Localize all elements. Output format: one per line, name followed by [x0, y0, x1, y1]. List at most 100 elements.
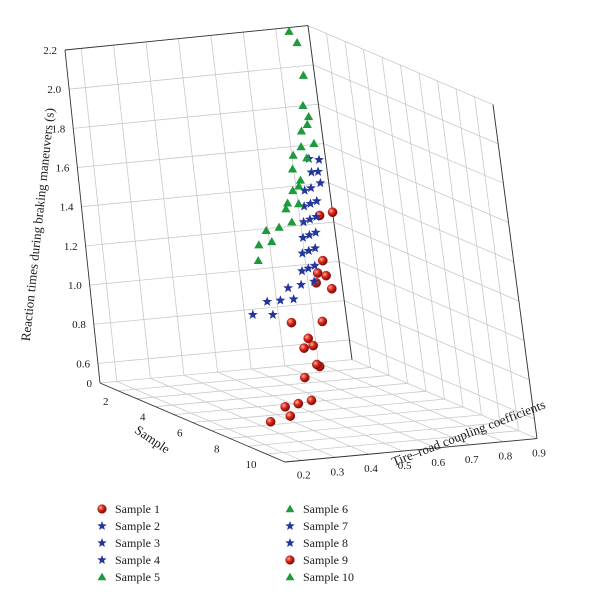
- data-point-sphere: [293, 398, 304, 409]
- data-point-star: [247, 309, 258, 319]
- data-point-triangle: [304, 112, 314, 121]
- data-point-star: [298, 232, 308, 242]
- data-point-triangle: [294, 181, 304, 190]
- data-point-sphere: [327, 283, 337, 294]
- data-point-triangle: [288, 186, 298, 195]
- legend-marker: [97, 572, 107, 581]
- data-point-star: [267, 309, 278, 319]
- x-tick-label: 6: [177, 428, 183, 440]
- data-point-triangle: [298, 70, 308, 79]
- data-point-triangle: [282, 198, 293, 207]
- y-tick-label: 0.7: [465, 454, 479, 466]
- data-point-star: [309, 276, 320, 286]
- y-tick-label: 0.6: [431, 457, 445, 469]
- data-point-triangle: [254, 240, 264, 249]
- data-point-triangle: [296, 126, 307, 135]
- data-point-star: [314, 154, 324, 165]
- data-point-sphere: [312, 359, 322, 370]
- data-point-star: [297, 248, 308, 258]
- data-point-triangle: [284, 26, 294, 35]
- legend-label: Sample 9: [303, 553, 348, 567]
- data-point-star: [298, 216, 309, 227]
- z-tick-label: 1.4: [60, 202, 74, 214]
- x-tick-label: 2: [103, 396, 109, 408]
- data-point-sphere: [306, 395, 317, 406]
- y-tick-label: 0.5: [398, 460, 412, 472]
- data-point-star: [275, 295, 286, 305]
- data-point-triangle: [274, 222, 284, 231]
- data-point-star: [305, 198, 316, 208]
- legend-label: Sample 4: [115, 553, 160, 567]
- data-point-sphere: [299, 343, 309, 353]
- data-point-star: [297, 265, 307, 276]
- x-tick-label: 4: [140, 412, 146, 424]
- data-point-triangle: [302, 153, 312, 162]
- data-point-star: [306, 182, 316, 193]
- data-point-star: [304, 214, 315, 224]
- y-tick-label: 0.3: [331, 466, 345, 478]
- z-tick-label: 0.8: [72, 319, 86, 331]
- tick-labels: 0 0.6 0.8 1.0 1.2 1.4 1.6 1.8 2.0 2.2 2 4 6 8 10 0.2 0.3…: [43, 45, 546, 481]
- data-point-triangle: [267, 237, 277, 246]
- data-point-sphere: [317, 316, 328, 327]
- legend-label: Sample 6: [303, 502, 348, 516]
- z-tick-label: 1.2: [64, 241, 78, 253]
- legend-marker: [285, 572, 295, 581]
- legend-marker: [285, 555, 295, 565]
- grid-planes: [64, 25, 538, 463]
- data-point-triangle: [281, 204, 291, 213]
- legend-marker: [97, 555, 107, 564]
- data-point-sphere: [327, 207, 338, 218]
- y-tick-label: 0.9: [532, 448, 546, 460]
- z-tick-label: 0: [87, 378, 93, 390]
- x-tick-label: 10: [246, 459, 258, 471]
- legend-marker: [97, 521, 107, 530]
- x-axis-title: Sample: [132, 422, 173, 456]
- z-tick-label: 1.6: [56, 163, 70, 175]
- legend-marker: [97, 538, 107, 547]
- data-point-triangle: [298, 100, 308, 109]
- data-point-triangle: [302, 119, 312, 128]
- z-tick-label: 0.6: [76, 358, 90, 370]
- z-tick-label: 2.2: [43, 45, 57, 57]
- data-point-star: [313, 166, 323, 176]
- y-tick-label: 0.8: [499, 451, 513, 463]
- legend: Sample 1 Sample 2 Sample 3 Sample 4 Sample 5…: [97, 502, 354, 584]
- data-point-sphere: [321, 270, 331, 281]
- legend-marker: [285, 521, 295, 530]
- legend-label: Sample 7: [303, 519, 348, 533]
- z-tick-label: 2.0: [47, 84, 61, 96]
- data-point-triangle: [288, 150, 298, 159]
- y-tick-label: 0.2: [297, 469, 311, 481]
- data-point-sphere: [286, 317, 297, 328]
- legend-label: Sample 1: [115, 502, 160, 516]
- data-point-star: [303, 263, 314, 273]
- data-point-star: [296, 279, 307, 289]
- legend-label: Sample 3: [115, 536, 160, 550]
- z-tick-label: 1.8: [51, 123, 65, 135]
- data-point-triangle: [292, 38, 302, 47]
- data-point-sphere: [300, 372, 310, 383]
- data-point-sphere: [280, 402, 290, 412]
- data-point-star: [310, 227, 321, 237]
- data-point-sphere: [308, 340, 318, 351]
- legend-marker: [285, 504, 295, 513]
- data-point-star: [303, 245, 314, 255]
- data-point-sphere: [285, 411, 296, 421]
- data-point-star: [309, 260, 320, 271]
- data-point-star: [306, 167, 317, 177]
- data-point-triangle: [309, 138, 319, 147]
- data-point-star: [299, 201, 310, 211]
- data-point-star: [262, 296, 273, 306]
- legend-marker: [97, 504, 107, 514]
- data-point-star: [311, 195, 322, 206]
- data-point-star: [310, 242, 321, 253]
- data-point-triangle: [295, 175, 306, 184]
- data-point-star: [283, 282, 294, 293]
- data-point-triangle: [287, 164, 298, 173]
- legend-marker: [285, 538, 295, 547]
- data-point-sphere: [318, 255, 328, 266]
- y-tick-label: 0.4: [364, 463, 378, 475]
